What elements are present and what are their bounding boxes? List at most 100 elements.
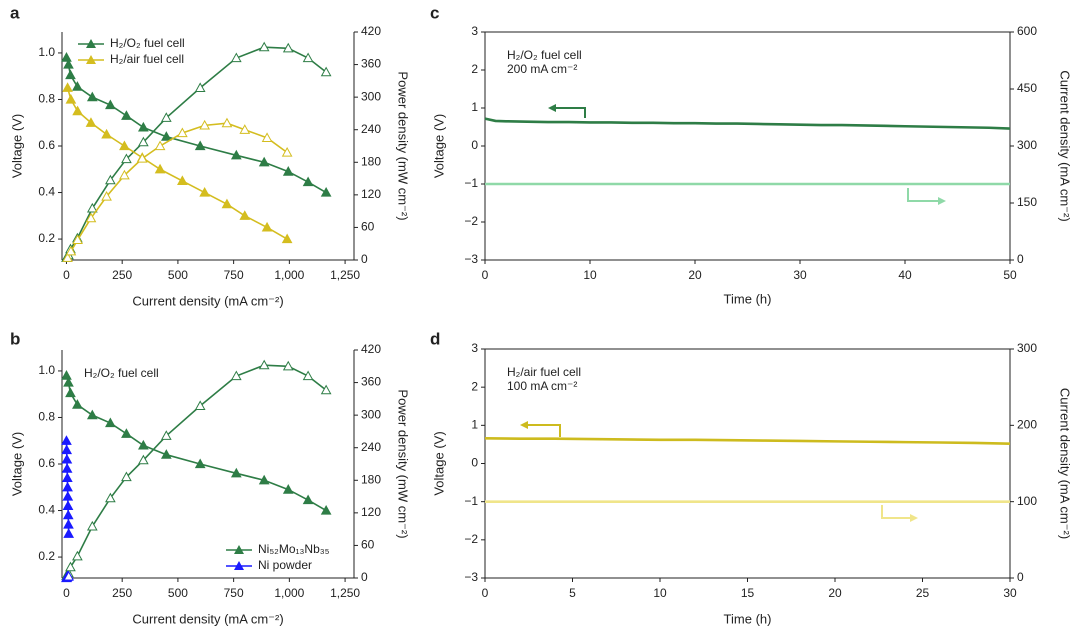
arrow xyxy=(524,424,561,437)
y2-tick-label: 300 xyxy=(361,407,381,421)
marker xyxy=(119,140,130,151)
x-tick-label: 10 xyxy=(583,268,597,282)
arrow-head xyxy=(520,421,528,429)
arrow xyxy=(552,107,586,118)
x-tick-label: 20 xyxy=(688,268,702,282)
marker xyxy=(199,119,211,130)
marker xyxy=(72,234,83,245)
marker xyxy=(281,146,293,157)
marker xyxy=(61,472,73,483)
annotation: H₂/air fuel cell xyxy=(507,365,581,379)
x-tick-label: 10 xyxy=(653,586,667,600)
marker xyxy=(320,384,332,395)
x-tick-label: 15 xyxy=(741,586,755,600)
y2-tick-label: 0 xyxy=(361,252,368,266)
marker xyxy=(302,370,314,381)
marker xyxy=(61,370,72,380)
x-tick-label: 30 xyxy=(1003,586,1017,600)
x-tick-label: 1,250 xyxy=(330,586,360,600)
y-axis-label: Voltage (V) xyxy=(431,431,446,495)
panel-label: b xyxy=(10,329,20,348)
y2-tick-label: 0 xyxy=(361,570,368,584)
y2-tick-label: 120 xyxy=(361,187,381,201)
marker xyxy=(86,409,98,420)
marker xyxy=(85,117,97,127)
marker xyxy=(61,435,72,445)
marker xyxy=(194,458,206,469)
marker xyxy=(62,252,73,262)
y-tick-label: 3 xyxy=(471,24,478,38)
marker xyxy=(61,444,73,455)
x-tick-label: 0 xyxy=(63,586,70,600)
y2-tick-label: 240 xyxy=(361,122,381,136)
marker xyxy=(65,387,76,398)
marker xyxy=(258,41,270,52)
x-tick-label: 25 xyxy=(916,586,930,600)
marker xyxy=(302,494,314,505)
y2-tick-label: 600 xyxy=(1017,24,1037,38)
marker xyxy=(199,187,211,197)
y2-tick-label: 300 xyxy=(1017,341,1037,355)
marker xyxy=(65,69,76,80)
y-tick-label: 0.8 xyxy=(38,410,55,424)
y-tick-label: 0.2 xyxy=(38,231,55,245)
legend-marker xyxy=(86,55,96,64)
marker xyxy=(302,176,314,187)
x-axis-label: Current density (mA cm⁻²) xyxy=(132,293,283,308)
marker xyxy=(177,175,188,185)
y2-tick-label: 420 xyxy=(361,342,381,356)
marker xyxy=(320,505,332,515)
marker xyxy=(261,132,273,142)
marker xyxy=(86,520,98,531)
marker xyxy=(136,152,148,163)
marker xyxy=(86,91,98,102)
marker xyxy=(160,112,172,122)
y-axis-label: Voltage (V) xyxy=(9,114,24,178)
marker xyxy=(320,187,332,197)
panel: c0 10 20 30 40 50−3−2−101230150300450600Time … xyxy=(430,3,1073,306)
y2-tick-label: 360 xyxy=(361,57,381,71)
y2-axis-label: Power density (mW cm⁻²) xyxy=(396,71,411,220)
y-tick-label: 0 xyxy=(471,138,478,152)
marker xyxy=(258,156,270,167)
x-tick-label: 50 xyxy=(1003,268,1017,282)
marker xyxy=(282,42,294,53)
x-axis-label: Time (h) xyxy=(724,291,772,306)
y-tick-label: 0.4 xyxy=(38,185,55,199)
annotation: 200 mA cm⁻² xyxy=(507,62,577,76)
x-tick-label: 0 xyxy=(482,586,489,600)
legend-label: H₂/air fuel cell xyxy=(110,52,184,66)
marker xyxy=(281,233,293,244)
marker xyxy=(61,52,72,62)
legend-marker xyxy=(86,39,96,48)
y-tick-label: 1.0 xyxy=(38,45,55,59)
marker xyxy=(72,105,83,116)
y2-tick-label: 420 xyxy=(361,24,381,38)
marker xyxy=(282,360,294,371)
y-tick-label: 1 xyxy=(471,100,478,114)
annotation: 100 mA cm⁻² xyxy=(507,379,577,393)
y-tick-label: 0.6 xyxy=(38,456,55,470)
marker xyxy=(221,117,233,128)
y2-tick-label: 240 xyxy=(361,440,381,454)
marker xyxy=(239,124,251,134)
marker xyxy=(138,454,149,465)
marker xyxy=(72,550,83,561)
marker xyxy=(194,82,206,93)
marker xyxy=(119,169,130,180)
marker xyxy=(230,467,242,478)
x-axis-label: Time (h) xyxy=(724,611,772,626)
y2-tick-label: 180 xyxy=(361,154,381,168)
marker xyxy=(105,99,116,110)
marker xyxy=(230,370,242,381)
arrow xyxy=(881,505,914,519)
y-tick-label: 0.8 xyxy=(38,92,55,106)
marker xyxy=(62,481,73,492)
marker xyxy=(65,93,77,104)
y-tick-label: 2 xyxy=(471,62,478,76)
y-tick-label: −1 xyxy=(464,494,478,508)
y2-tick-label: 100 xyxy=(1017,494,1037,508)
marker xyxy=(63,518,74,529)
